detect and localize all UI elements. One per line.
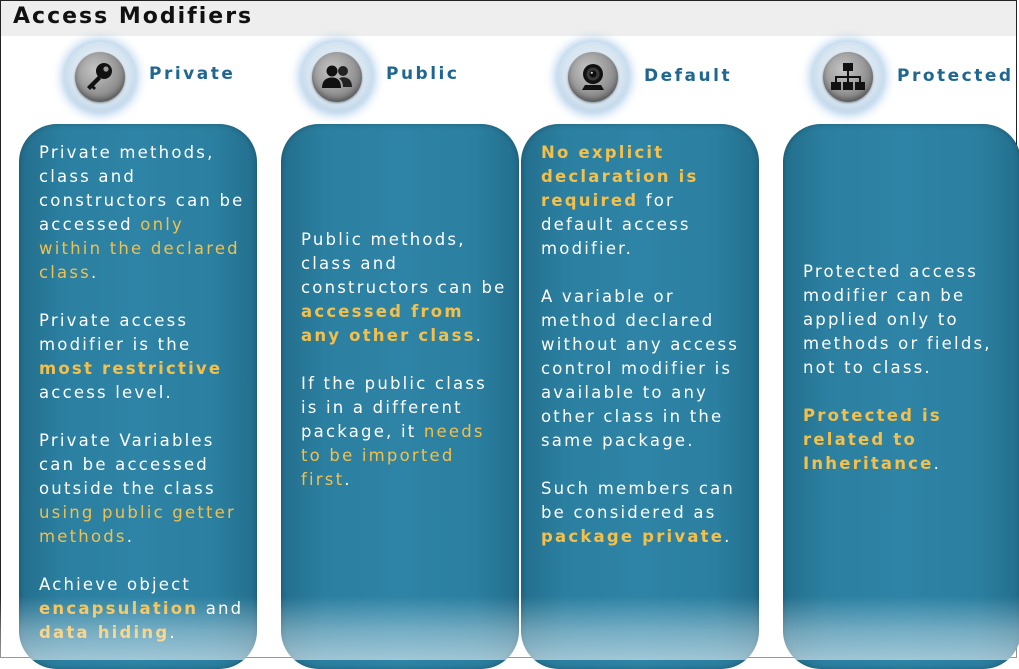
column-header-default: Default [558, 42, 758, 116]
title-bar: Access Modifiers [1, 1, 1016, 36]
webcam-icon [568, 52, 618, 102]
default-para-1: No explicit declaration is required for … [541, 143, 699, 258]
icon-badge [813, 42, 883, 112]
column-header-protected: Protected [813, 42, 1018, 116]
default-heading: Default [644, 66, 733, 86]
private-heading: Private [149, 64, 236, 84]
protected-heading: Protected [897, 66, 1014, 86]
default-card: No explicit declaration is required for … [521, 124, 759, 669]
column-header-private: Private [65, 42, 265, 116]
users-icon [312, 52, 362, 102]
default-para-2: A variable or method declared without an… [541, 287, 740, 450]
public-para-2: If the public class is in a different pa… [301, 374, 487, 489]
default-para-3: Such members can be considered as packag… [541, 479, 736, 546]
key-icon [75, 52, 125, 102]
private-card: Private methods, class and constructors … [19, 124, 257, 669]
icon-badge [558, 42, 628, 112]
page-title: Access Modifiers [13, 4, 254, 29]
private-para-2: Private access modifier is the most rest… [39, 311, 223, 402]
public-para-1: Public methods, class and constructors c… [301, 230, 507, 345]
public-card: Public methods, class and constructors c… [281, 124, 519, 669]
private-para-1: Private methods, class and constructors … [39, 143, 245, 282]
protected-para-1: Protected access modifier can be applied… [803, 262, 992, 377]
private-para-3: Private Variables can be accessed outsid… [39, 431, 237, 546]
icon-badge [302, 42, 372, 112]
protected-card: Protected access modifier can be applied… [783, 124, 1019, 669]
icon-badge [65, 42, 135, 112]
public-heading: Public [386, 64, 460, 84]
hierarchy-icon [823, 52, 873, 102]
protected-para-2: Protected is related to Inheritance. [803, 406, 942, 473]
private-para-4: Achieve object encapsulation and data hi… [39, 575, 244, 642]
column-header-public: Public [302, 42, 502, 116]
